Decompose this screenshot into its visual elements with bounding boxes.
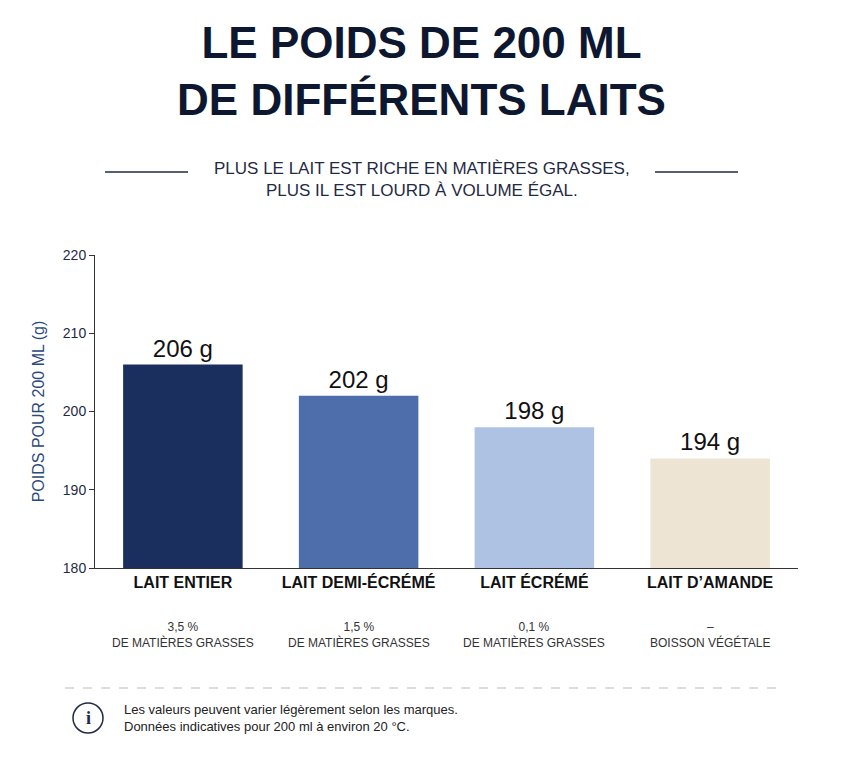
svg-text:180: 180 [63,560,87,576]
svg-text:198 g: 198 g [504,397,564,424]
svg-text:LAIT ÉCRÉMÉ: LAIT ÉCRÉMÉ [480,573,589,591]
svg-text:LAIT D’AMANDE: LAIT D’AMANDE [647,574,774,591]
svg-text:202 g: 202 g [329,366,389,393]
svg-text:LAIT ENTIER: LAIT ENTIER [134,574,233,591]
svg-text:LE POIDS DE 200 MLDE DIFFÉRENT: LE POIDS DE 200 MLDE DIFFÉRENTS LAITS [177,18,666,124]
svg-text:194 g: 194 g [680,428,740,455]
svg-text:190: 190 [63,482,87,498]
svg-text:Les valeurs peuvent varier lég: Les valeurs peuvent varier légèrement se… [124,702,458,734]
svg-text:POIDS POUR 200 ML (g): POIDS POUR 200 ML (g) [30,321,47,503]
svg-text:210: 210 [63,325,87,341]
svg-text:–BOISSON VÉGÉTALE: –BOISSON VÉGÉTALE [650,620,770,650]
svg-text:1,5 %DE MATIÈRES GRASSES: 1,5 %DE MATIÈRES GRASSES [288,620,430,650]
svg-text:PLUS LE LAIT EST RICHE EN MATI: PLUS LE LAIT EST RICHE EN MATIÈRES GRASS… [214,159,630,200]
svg-text:206 g: 206 g [153,335,213,362]
svg-text:3,5 %DE MATIÈRES GRASSES: 3,5 %DE MATIÈRES GRASSES [112,620,254,650]
svg-text:220: 220 [63,247,87,263]
svg-text:200: 200 [63,403,87,419]
svg-text:LAIT DEMI-ÉCRÉMÉ: LAIT DEMI-ÉCRÉMÉ [282,573,436,591]
svg-text:i: i [86,708,91,728]
svg-text:0,1 %DE MATIÈRES GRASSES: 0,1 %DE MATIÈRES GRASSES [463,620,605,650]
